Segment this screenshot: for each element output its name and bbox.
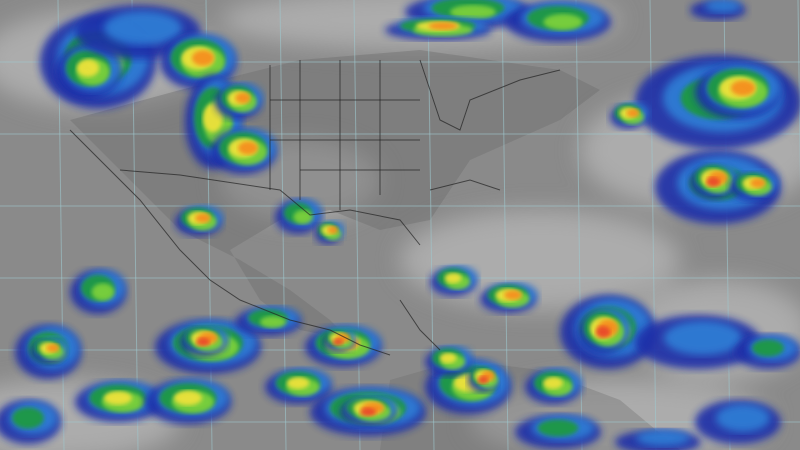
cloud-top-level bbox=[750, 178, 766, 188]
storm-cell bbox=[30, 337, 69, 364]
storm-cell bbox=[210, 129, 277, 174]
cloud-top-level bbox=[12, 407, 44, 429]
cloud-top-level bbox=[293, 210, 313, 224]
cloud-top-level bbox=[705, 0, 741, 13]
cloud-top-level bbox=[195, 213, 211, 223]
storm-cell bbox=[55, 45, 121, 99]
cloud-top-level bbox=[360, 407, 376, 417]
cloud-top-level bbox=[91, 283, 115, 301]
storm-cell bbox=[525, 368, 582, 404]
storm-cell bbox=[425, 346, 473, 376]
storm-cell bbox=[635, 315, 761, 369]
cloud-top-level bbox=[203, 103, 223, 133]
cloud-top-level bbox=[191, 50, 215, 66]
cloud-top-level bbox=[196, 337, 210, 347]
storm-cell bbox=[505, 2, 611, 42]
border-line bbox=[69, 129, 391, 356]
cloud-top-level bbox=[504, 290, 522, 300]
cloud-top-level bbox=[235, 92, 251, 104]
storm-cell bbox=[610, 102, 649, 129]
storm-cell bbox=[578, 308, 631, 354]
cloud-top-level bbox=[76, 59, 100, 77]
cloud-top-level bbox=[537, 419, 579, 437]
cloud-top-level bbox=[238, 141, 258, 155]
cloud-top-level bbox=[439, 352, 457, 364]
border-line bbox=[419, 59, 561, 131]
storm-cell bbox=[175, 205, 223, 236]
storm-cell bbox=[695, 400, 781, 444]
cloud-haze bbox=[400, 210, 680, 310]
storm-cell bbox=[695, 64, 781, 119]
storm-cell bbox=[385, 17, 491, 40]
cloud-top-level bbox=[450, 5, 496, 19]
cloud-top-level bbox=[716, 404, 770, 432]
longitude-line bbox=[501, 0, 509, 450]
cloud-top-level bbox=[664, 321, 742, 355]
longitude-line bbox=[575, 0, 583, 450]
storm-cell bbox=[145, 379, 231, 424]
border-line bbox=[399, 299, 441, 351]
storm-cell bbox=[430, 266, 478, 296]
border-line bbox=[429, 179, 501, 191]
political-borders bbox=[69, 59, 561, 356]
cloud-top-level bbox=[706, 177, 720, 187]
storm-cell bbox=[730, 170, 778, 201]
cloud-top-level bbox=[730, 80, 756, 96]
storm-cell bbox=[75, 381, 161, 422]
longitude-line bbox=[353, 0, 361, 450]
storm-cell bbox=[690, 163, 739, 199]
storm-cell bbox=[323, 329, 357, 352]
storm-cell bbox=[515, 415, 601, 449]
cloud-top-level bbox=[286, 376, 310, 390]
cloud-top-level bbox=[636, 430, 690, 446]
cloud-top-level bbox=[444, 272, 462, 284]
cloud-top-level bbox=[595, 326, 611, 338]
border-line bbox=[119, 169, 421, 246]
cloud-top-level bbox=[46, 343, 60, 353]
storm-cell bbox=[180, 325, 229, 356]
storm-cell bbox=[265, 368, 331, 404]
storm-cell bbox=[735, 335, 800, 369]
storm-cell bbox=[0, 400, 61, 444]
storm-cell bbox=[70, 270, 126, 314]
storm-cell bbox=[480, 282, 538, 313]
cloud-top-level bbox=[104, 391, 132, 405]
cloud-top-level bbox=[174, 390, 202, 406]
cloud-top-level bbox=[543, 14, 583, 30]
storm-cell bbox=[468, 365, 502, 392]
cloud-top-level bbox=[332, 338, 344, 346]
longitude-line bbox=[797, 0, 800, 188]
storm-cell bbox=[235, 306, 301, 336]
cloud-top-level bbox=[543, 376, 563, 390]
cloud-top-level bbox=[477, 376, 489, 384]
storm-cell bbox=[160, 34, 236, 89]
cloud-top-level bbox=[752, 339, 784, 357]
cloud-top-level bbox=[428, 22, 458, 30]
storm-cell bbox=[690, 0, 746, 20]
storm-cell bbox=[615, 430, 701, 450]
cloud-top-level bbox=[626, 108, 640, 118]
cloud-top-level bbox=[260, 316, 286, 328]
cloud-top-level bbox=[327, 226, 339, 234]
storm-cell bbox=[340, 395, 398, 426]
storm-cell bbox=[215, 83, 263, 119]
cloud-top-level bbox=[104, 11, 182, 45]
storm-cell bbox=[315, 221, 345, 244]
